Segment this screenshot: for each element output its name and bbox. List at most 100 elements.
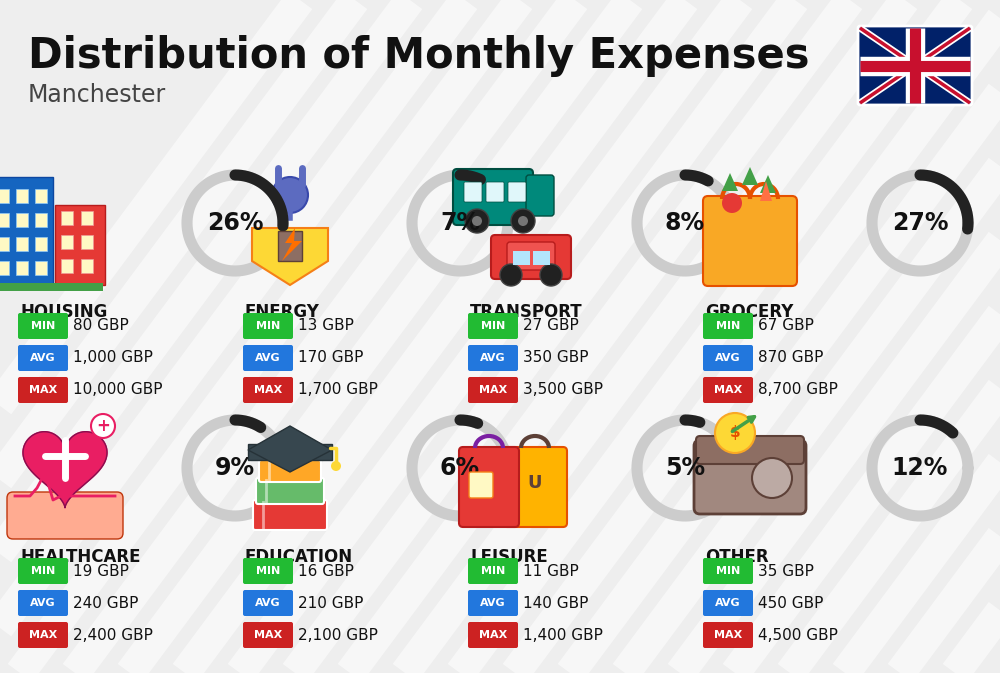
FancyBboxPatch shape: [7, 492, 123, 539]
FancyBboxPatch shape: [18, 313, 68, 339]
FancyBboxPatch shape: [253, 500, 327, 530]
Circle shape: [465, 209, 489, 233]
Text: 1,000 GBP: 1,000 GBP: [73, 351, 153, 365]
FancyBboxPatch shape: [507, 242, 555, 270]
Text: 26%: 26%: [207, 211, 263, 235]
FancyBboxPatch shape: [503, 447, 567, 527]
Text: 35 GBP: 35 GBP: [758, 563, 814, 579]
FancyBboxPatch shape: [61, 235, 73, 249]
Text: EDUCATION: EDUCATION: [245, 548, 353, 566]
Text: 170 GBP: 170 GBP: [298, 351, 363, 365]
Text: 3,500 GBP: 3,500 GBP: [523, 382, 603, 398]
Text: MAX: MAX: [714, 385, 742, 395]
FancyBboxPatch shape: [256, 478, 324, 504]
FancyBboxPatch shape: [18, 622, 68, 648]
Text: LEISURE: LEISURE: [470, 548, 548, 566]
FancyBboxPatch shape: [243, 558, 293, 584]
FancyBboxPatch shape: [696, 436, 804, 464]
FancyBboxPatch shape: [468, 558, 518, 584]
Circle shape: [722, 193, 742, 213]
Text: MIN: MIN: [716, 566, 740, 576]
FancyBboxPatch shape: [81, 259, 93, 273]
FancyBboxPatch shape: [703, 590, 753, 616]
Polygon shape: [742, 167, 758, 185]
Text: +: +: [96, 417, 110, 435]
FancyBboxPatch shape: [858, 26, 972, 105]
FancyBboxPatch shape: [694, 440, 806, 514]
Text: MIN: MIN: [31, 566, 55, 576]
Text: 12%: 12%: [892, 456, 948, 480]
FancyBboxPatch shape: [35, 213, 47, 227]
Text: 9%: 9%: [215, 456, 255, 480]
FancyBboxPatch shape: [259, 460, 321, 482]
Polygon shape: [282, 228, 302, 261]
Text: MAX: MAX: [254, 385, 282, 395]
Text: OTHER: OTHER: [705, 548, 769, 566]
FancyBboxPatch shape: [468, 345, 518, 371]
FancyBboxPatch shape: [468, 313, 518, 339]
Circle shape: [472, 216, 482, 226]
FancyBboxPatch shape: [0, 189, 9, 203]
Polygon shape: [760, 181, 772, 201]
Text: AVG: AVG: [255, 598, 281, 608]
FancyBboxPatch shape: [35, 261, 47, 275]
FancyBboxPatch shape: [55, 205, 105, 285]
Text: 19 GBP: 19 GBP: [73, 563, 129, 579]
Text: 7%: 7%: [440, 211, 480, 235]
FancyBboxPatch shape: [703, 345, 753, 371]
Text: MAX: MAX: [254, 630, 282, 640]
Circle shape: [511, 209, 535, 233]
Text: 2,400 GBP: 2,400 GBP: [73, 627, 153, 643]
FancyBboxPatch shape: [0, 237, 9, 251]
Text: HOUSING: HOUSING: [20, 303, 107, 321]
FancyBboxPatch shape: [508, 182, 526, 202]
Text: TRANSPORT: TRANSPORT: [470, 303, 583, 321]
FancyBboxPatch shape: [81, 211, 93, 225]
FancyBboxPatch shape: [0, 213, 9, 227]
Circle shape: [500, 264, 522, 286]
Text: MAX: MAX: [714, 630, 742, 640]
Text: MIN: MIN: [31, 321, 55, 331]
Text: GROCERY: GROCERY: [705, 303, 793, 321]
FancyBboxPatch shape: [453, 169, 533, 225]
FancyBboxPatch shape: [468, 622, 518, 648]
FancyBboxPatch shape: [18, 590, 68, 616]
Polygon shape: [760, 175, 776, 193]
Text: U: U: [528, 474, 542, 492]
Text: $: $: [730, 425, 740, 441]
Text: AVG: AVG: [480, 353, 506, 363]
Text: MAX: MAX: [29, 385, 57, 395]
FancyBboxPatch shape: [248, 444, 332, 460]
FancyBboxPatch shape: [61, 259, 73, 273]
FancyBboxPatch shape: [61, 211, 73, 225]
FancyBboxPatch shape: [459, 447, 519, 527]
Text: MIN: MIN: [481, 566, 505, 576]
FancyBboxPatch shape: [243, 622, 293, 648]
Circle shape: [715, 413, 755, 453]
Text: AVG: AVG: [715, 353, 741, 363]
Text: MAX: MAX: [479, 630, 507, 640]
FancyBboxPatch shape: [526, 175, 554, 216]
Circle shape: [540, 264, 562, 286]
Text: 13 GBP: 13 GBP: [298, 318, 354, 334]
Polygon shape: [252, 228, 328, 285]
FancyBboxPatch shape: [513, 251, 530, 265]
Text: 6%: 6%: [440, 456, 480, 480]
Text: AVG: AVG: [30, 598, 56, 608]
Text: 2,100 GBP: 2,100 GBP: [298, 627, 378, 643]
Text: MIN: MIN: [481, 321, 505, 331]
Text: MIN: MIN: [256, 321, 280, 331]
FancyBboxPatch shape: [35, 189, 47, 203]
Text: Manchester: Manchester: [28, 83, 166, 107]
Text: 11 GBP: 11 GBP: [523, 563, 579, 579]
Text: 4,500 GBP: 4,500 GBP: [758, 627, 838, 643]
FancyBboxPatch shape: [81, 235, 93, 249]
Polygon shape: [23, 431, 107, 507]
FancyBboxPatch shape: [243, 590, 293, 616]
FancyBboxPatch shape: [464, 182, 482, 202]
FancyBboxPatch shape: [18, 558, 68, 584]
Text: 27%: 27%: [892, 211, 948, 235]
FancyBboxPatch shape: [468, 377, 518, 403]
FancyBboxPatch shape: [243, 345, 293, 371]
FancyBboxPatch shape: [35, 237, 47, 251]
